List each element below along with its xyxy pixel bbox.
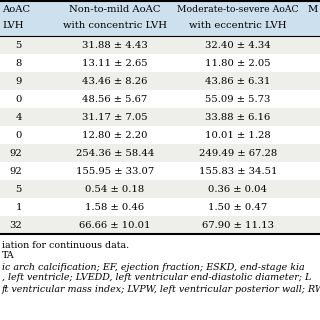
Text: 32: 32 [9,220,22,229]
Text: 31.17 ± 7.05: 31.17 ± 7.05 [82,113,148,122]
Text: Non-to-mild AoAC: Non-to-mild AoAC [69,5,161,14]
Text: 31.88 ± 4.43: 31.88 ± 4.43 [82,41,148,50]
Text: 67.90 ± 11.13: 67.90 ± 11.13 [202,220,274,229]
Bar [0,180,320,198]
Text: 43.86 ± 6.31: 43.86 ± 6.31 [205,76,271,85]
Bar [0,126,320,144]
Bar [0,36,320,54]
Text: 66.66 ± 10.01: 66.66 ± 10.01 [79,220,151,229]
Text: 32.40 ± 4.34: 32.40 ± 4.34 [205,41,271,50]
Text: 1: 1 [15,203,22,212]
Text: 249.49 ± 67.28: 249.49 ± 67.28 [199,148,277,157]
Text: 11.80 ± 2.05: 11.80 ± 2.05 [205,59,271,68]
Text: 92: 92 [9,148,22,157]
Bar [0,108,320,126]
Text: , left ventricle; LVEDD, left ventricular end-diastolic diameter; L: , left ventricle; LVEDD, left ventricula… [2,274,311,283]
Text: M: M [308,5,318,14]
Text: 12.80 ± 2.20: 12.80 ± 2.20 [82,131,148,140]
Text: 0.54 ± 0.18: 0.54 ± 0.18 [85,185,145,194]
Text: 155.95 ± 33.07: 155.95 ± 33.07 [76,166,154,175]
Bar [0,198,320,216]
Text: iation for continuous data.: iation for continuous data. [2,241,129,250]
Bar [0,162,320,180]
Text: 48.56 ± 5.67: 48.56 ± 5.67 [82,94,148,103]
Text: ic arch calcification; EF, ejection fraction; ESKD, end-stage kia: ic arch calcification; EF, ejection frac… [2,262,305,271]
Text: 155.83 ± 34.51: 155.83 ± 34.51 [199,166,277,175]
Bar [0,0,320,36]
Bar [0,72,320,90]
Text: 55.09 ± 5.73: 55.09 ± 5.73 [205,94,271,103]
Text: AoAC: AoAC [2,5,30,14]
Text: 5: 5 [16,185,22,194]
Text: 9: 9 [16,76,22,85]
Text: 8: 8 [16,59,22,68]
Text: 0: 0 [16,94,22,103]
Text: 10.01 ± 1.28: 10.01 ± 1.28 [205,131,271,140]
Text: Moderate-to-severe AoAC: Moderate-to-severe AoAC [177,5,299,14]
Text: 1.58 ± 0.46: 1.58 ± 0.46 [85,203,145,212]
Bar [0,144,320,162]
Text: 254.36 ± 58.44: 254.36 ± 58.44 [76,148,154,157]
Text: ft ventricular mass index; LVPW, left ventricular posterior wall; RW: ft ventricular mass index; LVPW, left ve… [2,284,320,293]
Bar [0,216,320,234]
Text: 13.11 ± 2.65: 13.11 ± 2.65 [82,59,148,68]
Text: LVH: LVH [2,20,23,29]
Text: 0.36 ± 0.04: 0.36 ± 0.04 [209,185,268,194]
Text: 0: 0 [16,131,22,140]
Text: 5: 5 [16,41,22,50]
Text: 1.50 ± 0.47: 1.50 ± 0.47 [208,203,268,212]
Bar [0,54,320,72]
Text: with concentric LVH: with concentric LVH [63,20,167,29]
Text: 43.46 ± 8.26: 43.46 ± 8.26 [82,76,148,85]
Bar [0,90,320,108]
Text: 92: 92 [9,166,22,175]
Text: TA: TA [2,252,15,260]
Text: 33.88 ± 6.16: 33.88 ± 6.16 [205,113,271,122]
Text: 4: 4 [15,113,22,122]
Text: with eccentric LVH: with eccentric LVH [189,20,287,29]
